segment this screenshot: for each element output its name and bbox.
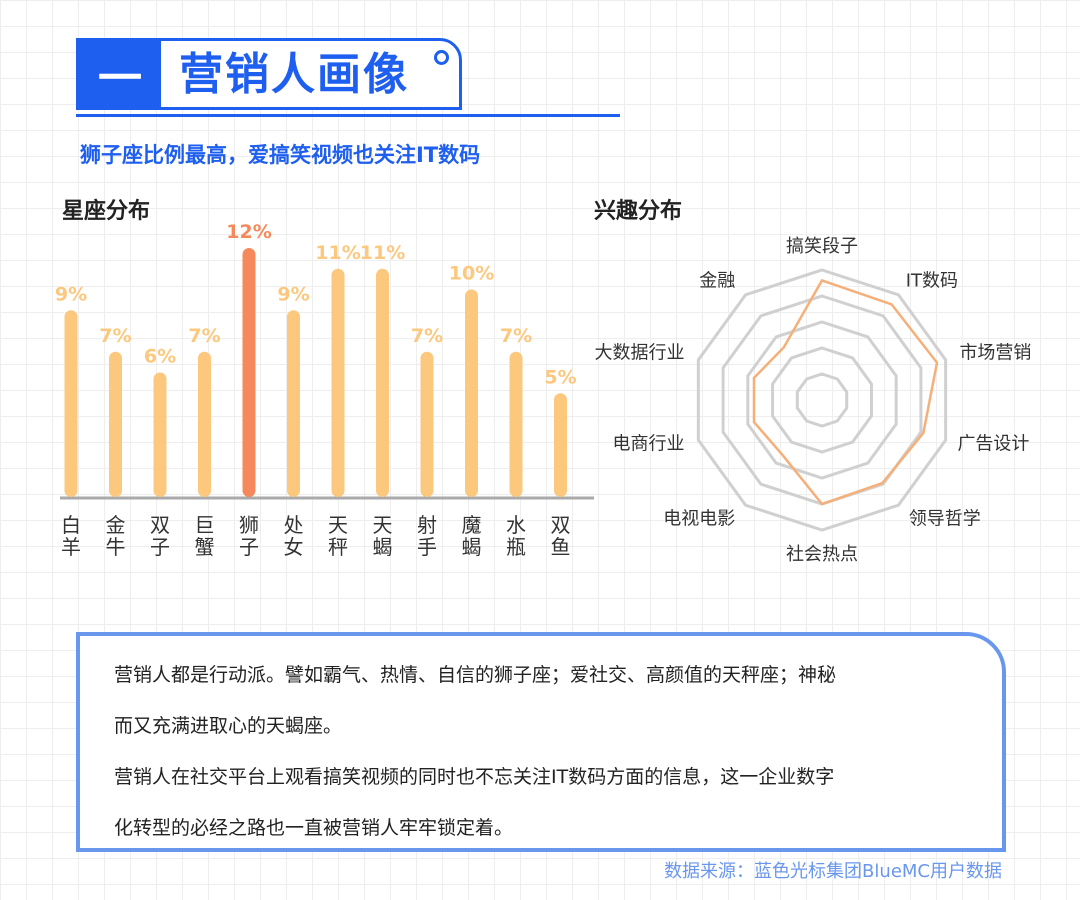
bar-value-label: 9% <box>277 283 309 305</box>
x-tick-label: 射 <box>417 513 437 537</box>
radar-grid-ring <box>696 268 948 532</box>
degree-ornament <box>434 50 449 65</box>
summary-line: 而又充满进取心的天蝎座。 <box>114 715 343 737</box>
x-tick-label: 蝎 <box>462 535 482 559</box>
page-subtitle: 狮子座比例最高，爱搞笑视频也关注IT数码 <box>80 143 481 167</box>
radar-axis-label: 搞笑段子 <box>786 236 858 257</box>
radar-axis-label: 广告设计 <box>957 433 1029 454</box>
x-tick-label: 处 <box>284 513 304 537</box>
bar-value-label: 7% <box>411 325 443 347</box>
bar <box>509 351 523 497</box>
summary-line: 营销人在社交平台上观看搞笑视频的同时也不忘关注IT数码方面的信息，这一企业数字 <box>114 766 835 788</box>
x-tick-label: 鱼 <box>551 535 571 559</box>
x-tick-label: 女 <box>284 535 304 559</box>
x-tick-label: 子 <box>239 535 259 559</box>
radar-axis-label: 社会热点 <box>786 544 858 565</box>
bar-value-label: 7% <box>500 325 532 347</box>
x-tick-label: 双 <box>150 513 170 537</box>
x-tick-label: 子 <box>150 535 170 559</box>
x-tick-label: 瓶 <box>506 535 526 559</box>
x-tick-label: 羊 <box>61 535 81 559</box>
bar <box>331 268 345 497</box>
x-tick-label: 天 <box>328 513 348 537</box>
radar-axis-label: 电商行业 <box>613 433 685 454</box>
x-tick-label: 牛 <box>106 535 126 559</box>
header-underline <box>76 114 620 117</box>
x-tick-label: 天 <box>373 513 393 537</box>
x-tick-label: 金 <box>106 513 126 537</box>
x-tick-label: 手 <box>417 535 437 559</box>
interest-chart-label: 兴趣分布 <box>594 199 683 224</box>
bar <box>554 393 567 497</box>
x-tick-label: 魔 <box>462 513 482 537</box>
summary-line: 营销人都是行动派。譬如霸气、热情、自信的狮子座；爱社交、高颜值的天秤座；神秘 <box>114 664 837 686</box>
section-header: 一 营销人画像 <box>76 38 462 110</box>
bar-value-label: 5% <box>544 366 576 388</box>
section-number: 一 <box>79 41 161 107</box>
bar-value-label: 7% <box>99 325 131 347</box>
bar <box>420 351 434 497</box>
x-tick-label: 蟹 <box>195 535 215 559</box>
bar <box>64 310 78 497</box>
bar <box>287 310 300 497</box>
zodiac-bar-chart: 9%白羊7%金牛6%双子7%巨蟹12%狮子9%处女11%天秤11%天蝎7%射手1… <box>55 221 594 559</box>
radar-axis-label: 市场营销 <box>959 343 1031 364</box>
bar <box>465 289 478 497</box>
page-title: 营销人画像 <box>179 49 409 100</box>
bar <box>109 351 122 497</box>
bar-value-label: 7% <box>188 325 220 347</box>
x-tick-label: 秤 <box>328 535 348 559</box>
radar-grid-ring <box>746 320 898 480</box>
x-tick-label: 水 <box>506 513 526 537</box>
x-tick-label: 狮 <box>239 513 259 537</box>
radar-axis-label: 大数据行业 <box>595 343 685 364</box>
bar-value-label: 12% <box>226 221 271 243</box>
summary-box: 营销人都是行动派。譬如霸气、热情、自信的狮子座；爱社交、高颜值的天秤座；神秘 而… <box>76 632 1006 852</box>
summary-line: 化转型的必经之路也一直被营销人牢牢锁定着。 <box>114 817 514 839</box>
radar-axis-label: 电视电影 <box>663 508 735 529</box>
radar-grid-ring <box>771 346 873 454</box>
radar-axis-label: IT数码 <box>906 271 958 292</box>
data-source: 数据来源：蓝色光标集团BlueMC用户数据 <box>664 861 1002 882</box>
bar <box>153 372 167 497</box>
bar-value-label: 11% <box>360 242 405 264</box>
bar-value-label: 10% <box>449 263 494 285</box>
x-tick-label: 白 <box>61 513 81 537</box>
bar-value-label: 6% <box>144 346 176 368</box>
bar <box>198 351 211 497</box>
radar-series <box>752 278 939 506</box>
bar-value-label: 11% <box>315 242 360 264</box>
x-tick-label: 巨 <box>195 513 215 537</box>
x-tick-label: 双 <box>551 513 571 537</box>
radar-grid-ring <box>795 372 849 428</box>
radar-axis-label: 金融 <box>699 271 735 292</box>
bar <box>242 248 256 497</box>
radar-axis-label: 领导哲学 <box>909 508 981 529</box>
zodiac-chart-label: 星座分布 <box>62 199 151 224</box>
x-tick-label: 蝎 <box>373 535 393 559</box>
bar <box>376 268 389 497</box>
bar-value-label: 9% <box>55 283 87 305</box>
